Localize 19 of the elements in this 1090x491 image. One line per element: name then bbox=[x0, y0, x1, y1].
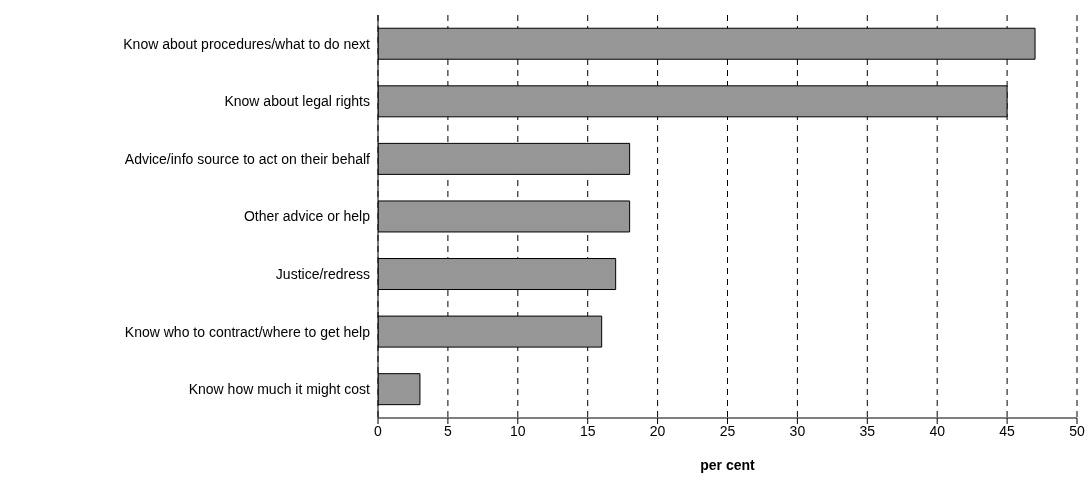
x-tick-label: 0 bbox=[374, 422, 383, 439]
y-tick-label: Know about legal rights bbox=[224, 93, 370, 110]
y-tick-label: Justice/redress bbox=[275, 266, 370, 283]
x-tick-label: 30 bbox=[789, 422, 806, 439]
x-tick-label: 35 bbox=[859, 422, 876, 439]
x-tick-label: 45 bbox=[999, 422, 1016, 439]
x-tick-label: 50 bbox=[1069, 422, 1085, 439]
y-tick-label: Know about procedures/what to do next bbox=[123, 35, 371, 52]
x-axis-title: per cent bbox=[700, 457, 756, 473]
x-tick-label: 15 bbox=[579, 422, 596, 439]
x-tick-label: 40 bbox=[929, 422, 946, 439]
y-tick-label: Other advice or help bbox=[243, 208, 371, 225]
y-tick-label: Know how much it might cost bbox=[188, 381, 371, 398]
x-tick-label: 10 bbox=[510, 422, 526, 439]
y-tick-label: Know who to contract/where to get help bbox=[124, 323, 371, 340]
y-tick-label: Advice/info source to act on their behalf bbox=[124, 150, 371, 167]
x-tick-label: 5 bbox=[444, 422, 452, 439]
x-tick-label: 20 bbox=[649, 422, 666, 439]
x-tick-label: 25 bbox=[719, 422, 736, 439]
